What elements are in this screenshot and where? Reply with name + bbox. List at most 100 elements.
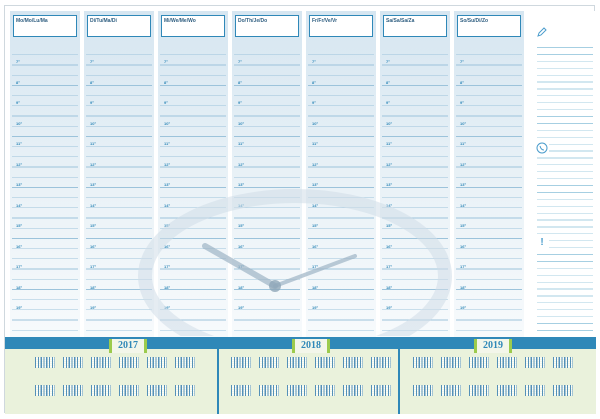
day-header: Do/Th/Je/Do: [235, 15, 299, 37]
year-separator: [217, 337, 219, 414]
hour-label: 11°: [164, 141, 170, 146]
mini-month: [287, 356, 307, 373]
mini-month-grid: [231, 357, 251, 368]
mini-month: [35, 356, 55, 373]
day-column-wed: Mi/We/Me/Wo 7° 8° 9° 10° 11° 12° 13° 14° 15° 16° 1…: [158, 11, 228, 337]
hour-label: 8°: [164, 79, 168, 85]
day-column-tue: Di/Tu/Ma/Di 7° 8° 9° 10° 11° 12° 13° 14° 15° 16° 1…: [84, 11, 154, 337]
day-header: Fr/Fr/Ve/Vr: [309, 15, 373, 37]
year-separator: [398, 337, 400, 414]
hour-label: 14°: [164, 202, 171, 208]
mini-month: [525, 356, 545, 373]
hour-label: 14°: [90, 202, 97, 208]
hour-label: 7°: [460, 59, 464, 64]
mini-month-grid: [35, 357, 55, 368]
mini-month-grid: [371, 385, 391, 396]
hour-label: 16°: [312, 243, 319, 249]
mini-month: [231, 384, 251, 401]
hour-label: 13°: [238, 182, 245, 187]
mini-month-grid: [343, 385, 363, 396]
hour-label: 16°: [238, 243, 245, 249]
mini-month-grid: [119, 357, 139, 368]
day-column-mon: Mo/Mo/Lu/Ma 7° 8° 9° 10° 11° 12° 13° 14° 15° 16° 1…: [10, 11, 80, 337]
hour-label: 8°: [16, 79, 20, 85]
hour-label: 12°: [386, 161, 393, 167]
hour-label: 18°: [16, 284, 23, 290]
mini-month: [287, 384, 307, 401]
mini-month: [119, 356, 139, 373]
hour-label: 17°: [90, 264, 97, 269]
mini-month-grid: [259, 385, 279, 396]
hour-label: 11°: [90, 141, 96, 146]
hour-label: 9°: [16, 100, 20, 105]
hour-label: 11°: [16, 141, 22, 146]
hour-label: 9°: [312, 100, 316, 105]
mini-month: [343, 356, 363, 373]
mini-month-grid: [371, 357, 391, 368]
exclamation-icon: !: [535, 235, 549, 249]
mini-month-grid: [147, 385, 167, 396]
mini-month-grid: [441, 357, 461, 368]
hour-label: 9°: [386, 100, 390, 105]
mini-month-grid: [469, 357, 489, 368]
mini-month-grid: [525, 357, 545, 368]
hour-label: 17°: [16, 264, 23, 269]
hour-label: 13°: [16, 182, 23, 187]
hour-label: 15°: [386, 223, 393, 228]
hour-label: 10°: [312, 120, 319, 126]
hour-label: 8°: [460, 79, 464, 85]
hour-label: 16°: [460, 243, 467, 249]
hour-label: 7°: [386, 59, 390, 64]
hour-label: 17°: [386, 264, 393, 269]
mini-month: [497, 384, 517, 401]
mini-month: [259, 356, 279, 373]
mini-month: [175, 356, 195, 373]
hour-label: 18°: [312, 284, 319, 290]
mini-month-grid: [441, 385, 461, 396]
notes-column: !: [533, 11, 595, 337]
mini-month: [441, 356, 461, 373]
hour-label: 12°: [238, 161, 245, 167]
mini-month-grid: [231, 385, 251, 396]
hour-label: 13°: [90, 182, 97, 187]
mini-month: [63, 384, 83, 401]
hour-label: 8°: [386, 79, 390, 85]
hour-label: 9°: [460, 100, 464, 105]
mini-month: [231, 356, 251, 373]
hour-label: 17°: [312, 264, 319, 269]
mini-month-grid: [343, 357, 363, 368]
hour-label: 15°: [16, 223, 23, 228]
writing-lines: [86, 45, 152, 337]
year-calendar-band: 2017 2018 2019: [5, 337, 596, 414]
pencil-icon: [535, 25, 549, 39]
day-column-fri: Fr/Fr/Ve/Vr 7° 8° 9° 10° 11° 12° 13° 14° 15° 16° 1…: [306, 11, 376, 337]
hour-label: 11°: [312, 141, 318, 146]
mini-month-grid: [525, 385, 545, 396]
hour-label: 19°: [90, 305, 97, 310]
hour-label: 19°: [164, 305, 171, 310]
hour-label: 12°: [90, 161, 97, 167]
mini-month-grid: [147, 357, 167, 368]
mini-month: [147, 356, 167, 373]
mini-month-grid: [35, 385, 55, 396]
mini-month: [315, 384, 335, 401]
mini-month: [553, 356, 573, 373]
hour-label: 7°: [164, 59, 168, 64]
mini-month: [119, 384, 139, 401]
hour-label: 8°: [238, 79, 242, 85]
hour-label: 11°: [386, 141, 392, 146]
mini-month-grid: [497, 357, 517, 368]
hour-label: 10°: [164, 120, 171, 126]
hour-label: 16°: [90, 243, 97, 249]
hour-label: 8°: [90, 79, 94, 85]
mini-month: [553, 384, 573, 401]
mini-month: [315, 356, 335, 373]
day-header: Sa/Sa/Sa/Za: [383, 15, 447, 37]
year-label-2017: 2017: [109, 339, 147, 353]
mini-month: [175, 384, 195, 401]
mini-month: [147, 384, 167, 401]
hour-label: 9°: [90, 100, 94, 105]
mini-month-grid: [553, 385, 573, 396]
writing-lines: [12, 45, 78, 337]
mini-month-grid: [175, 385, 195, 396]
